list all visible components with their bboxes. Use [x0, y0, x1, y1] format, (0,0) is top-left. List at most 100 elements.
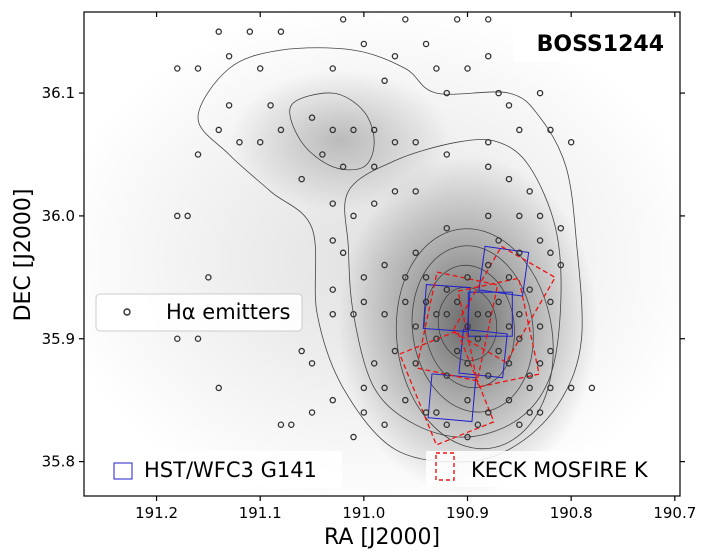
emitter-point-134 — [536, 360, 544, 367]
emitter-point-26 — [277, 126, 285, 134]
emitter-point-37 — [484, 138, 492, 146]
contour-lines — [197, 47, 583, 463]
emitter-point-123 — [381, 421, 388, 429]
emitter-point-130 — [474, 421, 482, 429]
legend-hst: HST/WFC3 G141 — [110, 451, 342, 487]
emitter-point-29 — [350, 126, 357, 134]
legend-hst-label: HST/WFC3 G141 — [144, 458, 317, 482]
emitter-point-46 — [505, 175, 513, 183]
emitter-point-118 — [526, 409, 533, 416]
emitter-point-24 — [267, 102, 274, 109]
emitter-point-22 — [505, 102, 513, 109]
emitter-point-107 — [526, 372, 533, 379]
emitter-point-79 — [433, 310, 440, 318]
emitter-point-11 — [225, 52, 233, 60]
emitter-point-50 — [412, 188, 419, 195]
emitter-point-4 — [402, 16, 409, 23]
emitter-point-25 — [225, 102, 233, 109]
emitter-point-119 — [215, 384, 222, 392]
emitter-point-23 — [536, 89, 544, 97]
emitter-point-122 — [360, 409, 368, 416]
emitter-point-125 — [277, 421, 285, 429]
emitter-point-56 — [184, 212, 191, 220]
emitter-point-96 — [505, 360, 513, 367]
axis-ticks — [79, 12, 685, 501]
emitter-point-20 — [443, 89, 451, 97]
contour-northwest — [289, 92, 375, 171]
emitter-point-38 — [516, 126, 523, 134]
y-tick-label-1: 35.8 — [42, 453, 75, 471]
emitter-point-71 — [402, 274, 409, 281]
emitter-point-65 — [536, 237, 544, 244]
emitter-point-103 — [194, 335, 202, 343]
y-tick-labels: 35.8 35.9 36.0 36.1 — [42, 84, 75, 471]
y-tick-label-2: 35.9 — [42, 330, 75, 348]
emitter-point-43 — [339, 163, 347, 171]
emitter-point-73 — [443, 286, 451, 293]
emitter-point-21 — [495, 89, 502, 97]
emitter-point-2 — [246, 28, 254, 35]
emitter-point-54 — [484, 212, 492, 220]
emitter-point-31 — [215, 126, 222, 134]
emitter-point-59 — [370, 200, 378, 207]
emitter-point-30 — [370, 126, 378, 134]
emitter-point-44 — [370, 163, 378, 171]
x-tick-label-4: 190.9 — [446, 504, 489, 522]
emitter-point-58 — [350, 212, 357, 220]
plot-area — [84, 12, 680, 496]
emitter-point-63 — [495, 237, 502, 244]
emitter-point-40 — [567, 138, 575, 146]
emitter-point-14 — [433, 65, 440, 72]
emitter-point-101 — [329, 310, 337, 318]
emitter-point-83 — [516, 310, 523, 318]
emitter-point-55 — [174, 212, 181, 220]
emitter-point-35 — [412, 138, 419, 146]
emitter-point-72 — [422, 274, 430, 281]
emitter-point-104 — [370, 360, 378, 367]
emitter-point-45 — [484, 163, 492, 171]
emitter-point-129 — [464, 433, 471, 441]
emitter-point-87 — [453, 347, 461, 355]
emitter-point-120 — [329, 396, 337, 404]
emitter-point-106 — [308, 360, 316, 367]
emitter-point-16 — [174, 65, 181, 72]
y-tick-label-4: 36.1 — [42, 84, 75, 102]
emitter-point-52 — [536, 212, 544, 220]
emitter-point-6 — [484, 16, 492, 23]
emitter-point-127 — [422, 409, 430, 416]
emitter-point-131 — [516, 421, 523, 429]
emitter-point-136 — [505, 323, 513, 330]
emitter-point-27 — [308, 114, 316, 121]
legend-emitters: Hα emitters — [95, 293, 303, 332]
emitter-point-75 — [484, 261, 492, 269]
x-axis-label: RA [J2000] — [324, 525, 440, 550]
emitter-point-113 — [402, 396, 409, 404]
y-axis-label: DEC [J2000] — [11, 189, 36, 322]
emitter-point-90 — [516, 335, 523, 343]
emitter-point-81 — [474, 310, 482, 318]
emitter-point-142 — [381, 310, 388, 318]
density-northwest — [230, 70, 450, 210]
emitter-point-8 — [360, 40, 368, 48]
emitter-point-57 — [329, 200, 337, 207]
emitter-point-66 — [547, 249, 554, 257]
emitter-point-98 — [329, 286, 337, 293]
emitter-point-48 — [298, 175, 305, 183]
emitter-points — [174, 16, 596, 441]
emitter-point-70 — [381, 261, 388, 269]
emitter-point-78 — [547, 298, 554, 306]
emitter-point-12 — [256, 65, 264, 72]
emitter-point-32 — [236, 138, 243, 146]
emitter-point-115 — [464, 396, 471, 404]
x-tick-label-2: 191.1 — [239, 504, 282, 522]
emitter-point-33 — [256, 138, 264, 146]
legend-keck-marker — [435, 452, 455, 481]
emitter-point-53 — [557, 224, 565, 232]
emitter-point-42 — [319, 151, 326, 158]
legend-keck: KECK MOSFIRE K — [426, 451, 674, 487]
emitter-point-47 — [526, 188, 533, 195]
emitter-point-5 — [453, 16, 461, 23]
legend-keck-label: KECK MOSFIRE K — [471, 458, 649, 482]
emitter-point-97 — [205, 274, 212, 281]
